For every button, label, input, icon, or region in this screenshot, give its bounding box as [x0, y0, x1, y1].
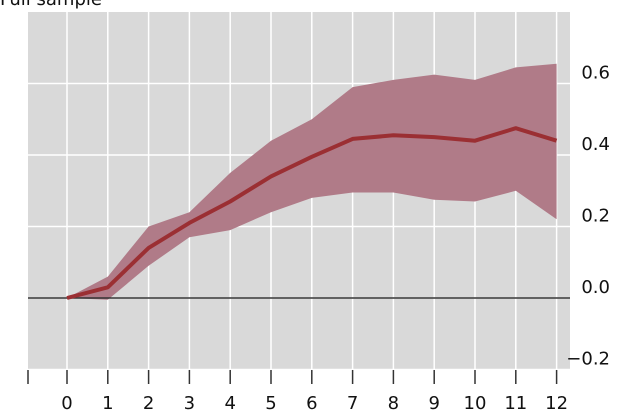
- y-tick-label-2: 0.2: [581, 206, 610, 227]
- confidence-band: [67, 63, 557, 300]
- x-tick-label-8: 8: [388, 393, 399, 414]
- y-tick-label-3: 0.4: [581, 134, 610, 155]
- x-tick-label-10: 10: [464, 393, 487, 414]
- x-tick-label-11: 11: [504, 393, 527, 414]
- y-tick-label-4: 0.6: [581, 63, 610, 84]
- x-tick-label-5: 5: [265, 393, 276, 414]
- y-tick-label-0: −0.2: [566, 349, 610, 370]
- x-tick-label-3: 3: [184, 393, 195, 414]
- x-tick-label-0: 0: [61, 393, 72, 414]
- y-tick-label-1: 0.0: [581, 277, 610, 298]
- chart-heading-partial: Full sample: [0, 0, 102, 10]
- x-tick-label-6: 6: [306, 393, 317, 414]
- x-tick-label-12: 12: [545, 393, 568, 414]
- x-tick-label-9: 9: [428, 393, 439, 414]
- y-axis-tick-labels: −0.2 0.0 0.2 0.4 0.6: [566, 63, 610, 370]
- x-axis-tick-labels: 0 1 2 3 4 5 6 7 8 9 10 11 12: [61, 393, 568, 414]
- x-axis-ticks: [27, 370, 558, 384]
- series-line: [66, 126, 558, 300]
- x-tick-label-2: 2: [143, 393, 154, 414]
- x-tick-label-7: 7: [347, 393, 358, 414]
- x-tick-label-1: 1: [102, 393, 113, 414]
- x-tick-label-4: 4: [224, 393, 235, 414]
